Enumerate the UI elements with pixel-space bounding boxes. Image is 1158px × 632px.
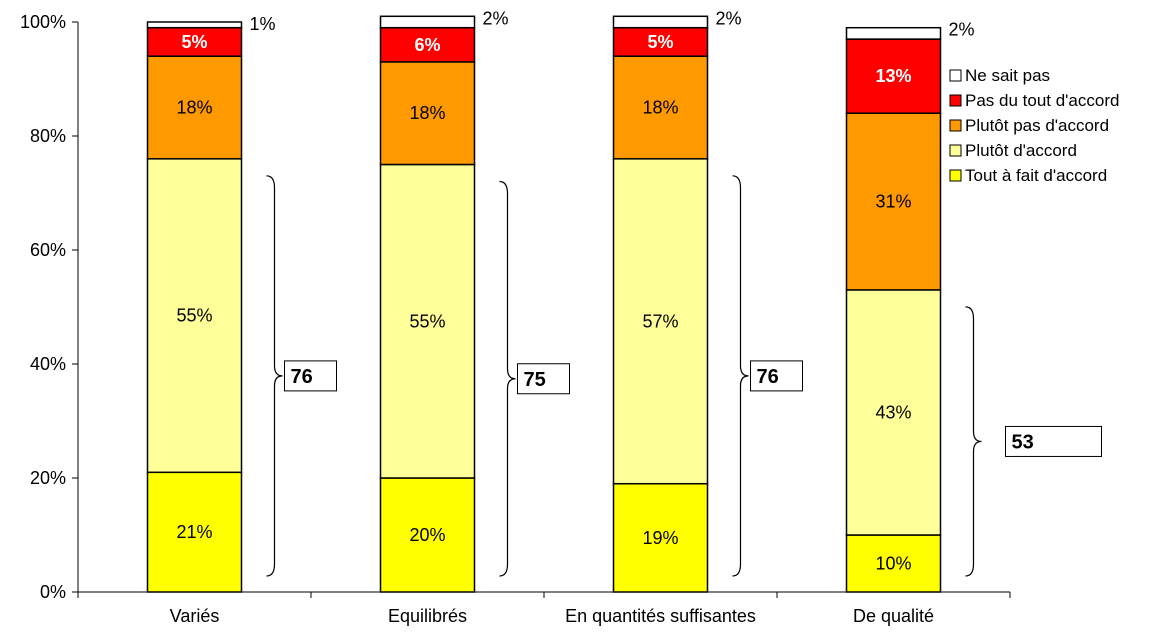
y-tick-label: 0% (40, 582, 66, 602)
legend-swatch-pas-du-tout-d-accord (949, 94, 962, 107)
data-label: 10% (875, 554, 911, 574)
y-tick-label: 40% (30, 354, 66, 374)
total-box (517, 363, 570, 395)
bar-segment-plutot-pas-d-accord (146, 55, 243, 160)
data-label: 55% (176, 306, 212, 326)
y-tick-label: 80% (30, 126, 66, 146)
total-box (750, 360, 803, 392)
bar-segment-tout-a-fait-d-accord (146, 471, 243, 593)
agreement-brace (499, 180, 516, 577)
data-label: 18% (409, 103, 445, 123)
total-label: 53 (1012, 431, 1034, 453)
y-tick-label: 60% (30, 240, 66, 260)
bar-segment-tout-a-fait-d-accord (379, 477, 476, 593)
total-label: 76 (291, 366, 313, 388)
bar-segment-ne-sait-pas (845, 26, 942, 40)
data-label: 19% (642, 528, 678, 548)
legend-label: Ne sait pas (965, 66, 1050, 85)
bar-segment-plutot-pas-d-accord (612, 55, 709, 160)
bar-segment-plutot-d-accord (146, 158, 243, 474)
data-label: 21% (176, 522, 212, 542)
bar-segment-pas-du-tout-d-accord (379, 26, 476, 63)
legend-label: Plutôt d'accord (965, 141, 1077, 160)
data-label: 18% (642, 98, 678, 118)
y-tick-label: 100% (20, 12, 66, 32)
data-label: 57% (642, 311, 678, 331)
data-label: 6% (414, 35, 440, 55)
bar-segment-ne-sait-pas (612, 15, 709, 29)
legend-label: Pas du tout d'accord (965, 91, 1119, 110)
data-label: 20% (409, 525, 445, 545)
category-label: Variés (170, 606, 220, 626)
total-label: 75 (524, 369, 546, 391)
bar-segment-plutot-d-accord (612, 158, 709, 485)
bar-segment-ne-sait-pas (379, 15, 476, 29)
agreement-brace (266, 175, 283, 577)
bar-segment-plutot-d-accord (379, 163, 476, 479)
data-label: 55% (409, 311, 445, 331)
category-label: En quantités suffisantes (565, 606, 756, 626)
data-label: 2% (483, 8, 509, 28)
data-label: 2% (716, 8, 742, 28)
data-label: 43% (875, 402, 911, 422)
y-tick-label: 20% (30, 468, 66, 488)
total-label: 76 (757, 366, 779, 388)
bar-segment-pas-du-tout-d-accord (146, 26, 243, 57)
bar-segment-plutot-d-accord (845, 289, 942, 536)
category-label: Equilibrés (388, 606, 467, 626)
data-label: 31% (875, 192, 911, 212)
data-label: 5% (181, 32, 207, 52)
legend-label: Plutôt pas d'accord (965, 116, 1109, 135)
total-box (284, 360, 337, 392)
legend-swatch-ne-sait-pas (949, 69, 962, 82)
legend-swatch-plutot-d-accord (949, 144, 962, 157)
legend-swatch-plutot-pas-d-accord (949, 119, 962, 132)
data-label: 18% (176, 98, 212, 118)
category-label: De qualité (853, 606, 934, 626)
data-label: 2% (949, 20, 975, 40)
data-label: 1% (250, 14, 276, 34)
data-label: 5% (647, 32, 673, 52)
bar-segment-pas-du-tout-d-accord (612, 26, 709, 57)
agreement-brace (965, 306, 982, 577)
legend-label: Tout à fait d'accord (965, 166, 1107, 185)
agreement-brace (732, 175, 749, 577)
bar-segment-tout-a-fait-d-accord (845, 534, 942, 593)
legend-swatch-tout-a-fait-d-accord (949, 169, 962, 182)
total-box (1005, 425, 1102, 457)
bar-segment-plutot-pas-d-accord (845, 112, 942, 291)
bar-segment-plutot-pas-d-accord (379, 61, 476, 166)
bar-segment-ne-sait-pas (146, 21, 243, 29)
data-label: 13% (875, 66, 911, 86)
